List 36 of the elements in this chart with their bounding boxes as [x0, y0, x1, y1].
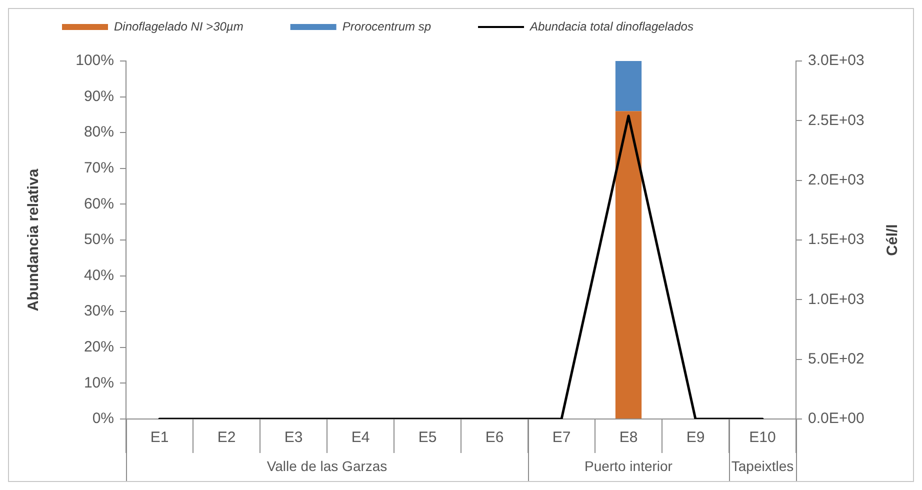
y-tick-label: 100%: [76, 52, 114, 70]
x-tick-label: E2: [217, 429, 236, 446]
y-tick-label: 30%: [84, 302, 114, 320]
y2-tick-label: 2.5E+03: [808, 112, 864, 129]
x-tick-label: E9: [686, 429, 705, 446]
x-tick-label: E1: [150, 429, 169, 446]
text: Tapeixtles: [731, 458, 794, 474]
x-tick-label: E7: [552, 429, 571, 446]
text: Puerto interior: [584, 458, 673, 474]
legend-label: Prorocentrum sp: [342, 19, 432, 34]
y2-tick-label: 1.0E+03: [808, 290, 864, 308]
y2-tick-label: 5.0E+02: [808, 350, 864, 368]
y2-tick-label: 3.0E+03: [808, 52, 864, 70]
text: Valle de las Garzas: [266, 458, 388, 474]
y-tick-label: 70%: [84, 160, 114, 177]
y-tick-label: 40%: [84, 266, 114, 284]
y2-tick-label: 2.0E+03: [808, 171, 864, 188]
legend-label: Abundacia total dinoflagelados: [529, 19, 694, 34]
x-tick-label: E5: [418, 429, 437, 446]
y2-axis-title: Cél/l: [884, 224, 902, 256]
y2-tick-label: 1.5E+03: [808, 231, 864, 248]
x-tick-label: E4: [351, 429, 370, 446]
y2-tick-label: 0.0E+00: [808, 410, 864, 428]
y-tick-label: 80%: [84, 124, 114, 141]
x-tick-label: E6: [485, 429, 504, 446]
y-tick-label: 50%: [84, 231, 114, 248]
y-tick-label: 90%: [84, 88, 114, 105]
y-tick-label: 20%: [84, 338, 114, 356]
y-tick-label: 10%: [84, 374, 114, 392]
x-tick-label: E3: [284, 429, 303, 446]
y-tick-label: 60%: [84, 195, 114, 212]
y-axis-title: Abundancia relativa: [25, 168, 42, 312]
x-tick-label: E8: [619, 429, 638, 446]
legend-label: Dinoflagelado NI >30µm: [114, 19, 244, 34]
x-tick-label: E10: [749, 429, 776, 446]
y-tick-label: 0%: [92, 410, 114, 428]
